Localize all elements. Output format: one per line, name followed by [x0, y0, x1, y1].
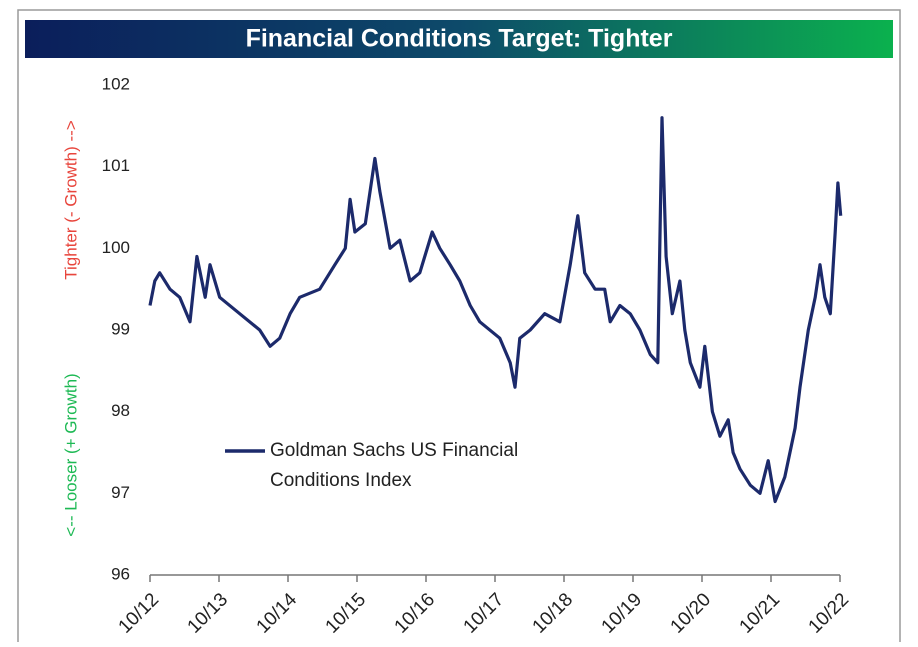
x-tick-label: 10/16 [391, 589, 439, 637]
x-tick-label: 10/18 [529, 589, 577, 637]
x-tick-label: 10/21 [736, 589, 784, 637]
x-tick-label: 10/14 [253, 589, 302, 638]
x-tick-label: 10/20 [667, 589, 715, 637]
x-tick-label: 10/22 [805, 589, 853, 637]
x-tick-label: 10/13 [184, 589, 232, 637]
x-tick-label: 10/19 [598, 589, 646, 637]
x-tick-label: 10/17 [460, 589, 508, 637]
y-axis-annotation: <-- Looser (+ Growth) [61, 373, 80, 536]
data-line [148, 116, 843, 504]
y-tick-label: 102 [102, 74, 130, 93]
y-tick-label: 100 [102, 238, 130, 257]
y-axis-annotation: Tighter (- Growth) --> [61, 120, 80, 280]
y-tick-label: 96 [111, 564, 130, 583]
legend: Goldman Sachs US Financial Conditions In… [270, 440, 519, 491]
title-banner [25, 20, 893, 58]
chart-border [17, 9, 901, 647]
x-tick-label: 10/12 [115, 589, 163, 637]
chart-title: Financial Conditions Target: Tighter [246, 25, 673, 53]
y-tick-label: 101 [102, 156, 130, 175]
x-tick-label: 10/15 [322, 589, 370, 637]
y-tick-label: 97 [111, 483, 130, 502]
legend-label: Goldman Sachs US Financial Conditions In… [270, 440, 519, 491]
y-tick-label: 99 [111, 319, 130, 338]
y-tick-label: 98 [111, 401, 130, 420]
